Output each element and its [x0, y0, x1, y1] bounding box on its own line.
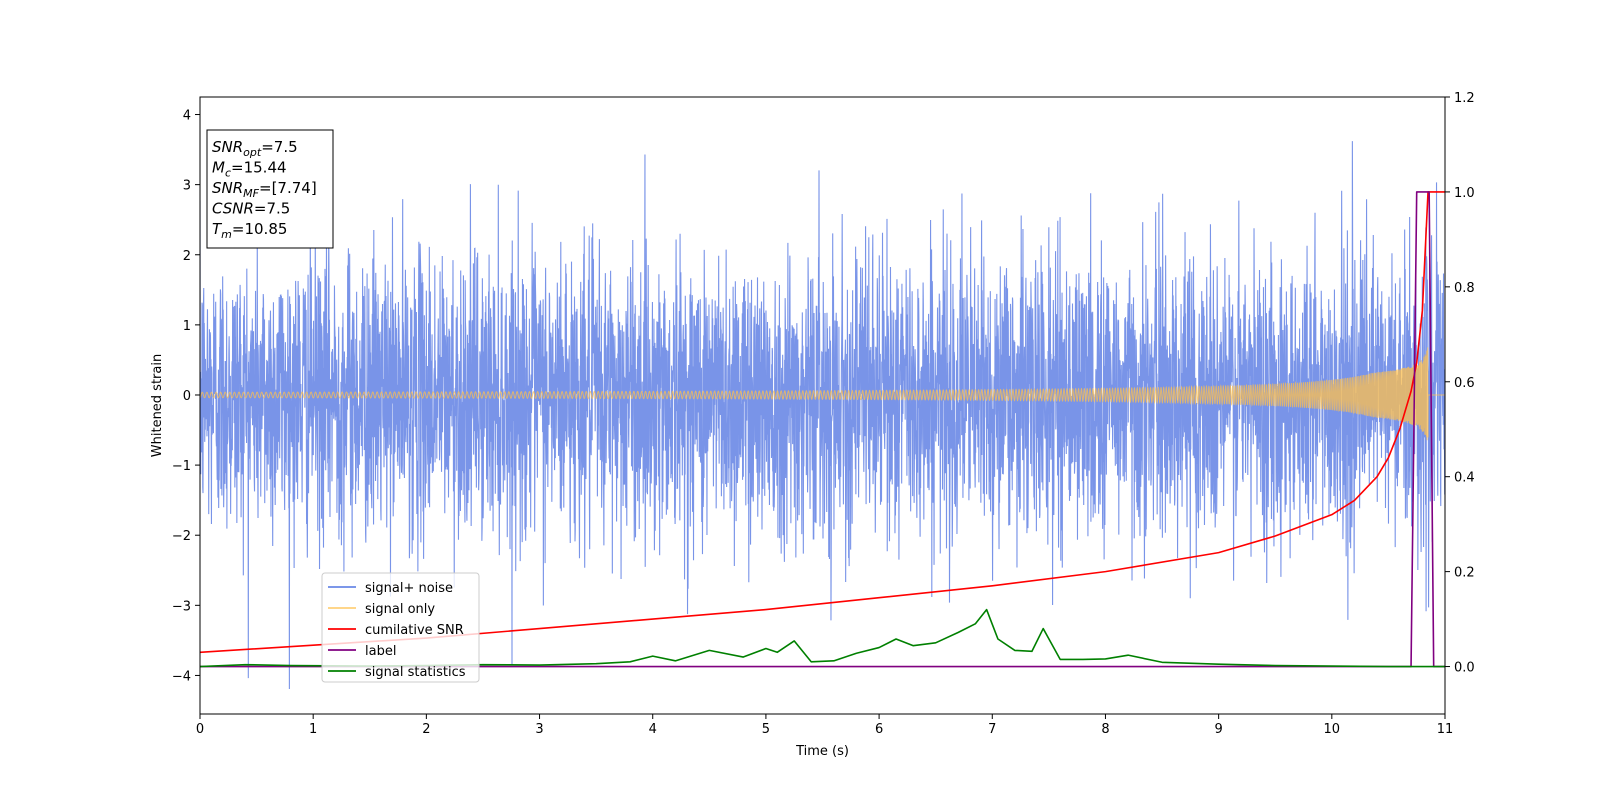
series-line-signal-statistics [200, 608, 1445, 668]
y-tick-label: 4 [183, 109, 191, 124]
legend-label: label [365, 644, 396, 659]
info-line: Tm=10.85 [212, 220, 287, 241]
series-line-signal-only [200, 347, 1445, 441]
x-tick-label: 2 [422, 722, 430, 737]
legend-label: signal statistics [365, 665, 466, 680]
x-tick-label: 1 [309, 722, 317, 737]
y-tick-label: −1 [172, 459, 191, 474]
x-tick-label: 3 [535, 722, 543, 737]
legend: signal+ noise signal only cumilative SNR la… [321, 572, 480, 683]
y-tick-label: 3 [183, 179, 191, 194]
y2-tick-label: 0.4 [1454, 471, 1475, 486]
x-tick-label: 11 [1437, 722, 1454, 737]
x-tick-label: 9 [1214, 722, 1222, 737]
plot-area [200, 141, 1445, 690]
y-tick-label: −3 [172, 599, 191, 614]
info-line: SNRMF=[7.74] [212, 179, 317, 200]
y-tick-label: 0 [183, 389, 191, 404]
y-tick-label: 1 [183, 319, 191, 334]
x-tick-label: 10 [1324, 722, 1341, 737]
series-line-noise [200, 141, 1445, 690]
x-tick-label: 0 [196, 722, 204, 737]
y-tick-label: −4 [172, 669, 191, 684]
x-axis-label: Time (s) [795, 744, 849, 759]
legend-label: signal+ noise [365, 581, 453, 596]
x-tick-label: 7 [988, 722, 996, 737]
x-tick-label: 5 [762, 722, 770, 737]
y2-tick-label: 0.2 [1454, 566, 1475, 581]
y-tick-label: 2 [183, 249, 191, 264]
legend-frame [321, 572, 480, 683]
legend-label: cumilative SNR [365, 623, 464, 638]
x-tick-label: 6 [875, 722, 883, 737]
plot-frame [199, 96, 1446, 715]
x-tick-label: 4 [649, 722, 657, 737]
legend-label: signal only [365, 602, 435, 617]
axes: 0 1 2 3 4 5 6 7 8 9 10 11 −4 −3 −2 −1 0 1 2 3 4 0.0 0.2 0.4 0.6 0… [172, 91, 1475, 737]
y2-tick-label: 1.0 [1454, 186, 1475, 201]
y2-tick-label: 0.6 [1454, 376, 1475, 391]
y-axis-label: Whitened strain [150, 354, 165, 457]
info-line: SNRopt=7.5 [212, 138, 298, 159]
y2-tick-label: 0.8 [1454, 281, 1475, 296]
y-tick-label: −2 [172, 529, 191, 544]
info-line: Mc=15.44 [212, 159, 287, 180]
y2-tick-label: 0.0 [1454, 661, 1475, 676]
y2-tick-label: 1.2 [1454, 91, 1475, 106]
info-box-frame [206, 129, 334, 249]
x-tick-label: 8 [1101, 722, 1109, 737]
info-line: CSNR=7.5 [212, 200, 290, 218]
